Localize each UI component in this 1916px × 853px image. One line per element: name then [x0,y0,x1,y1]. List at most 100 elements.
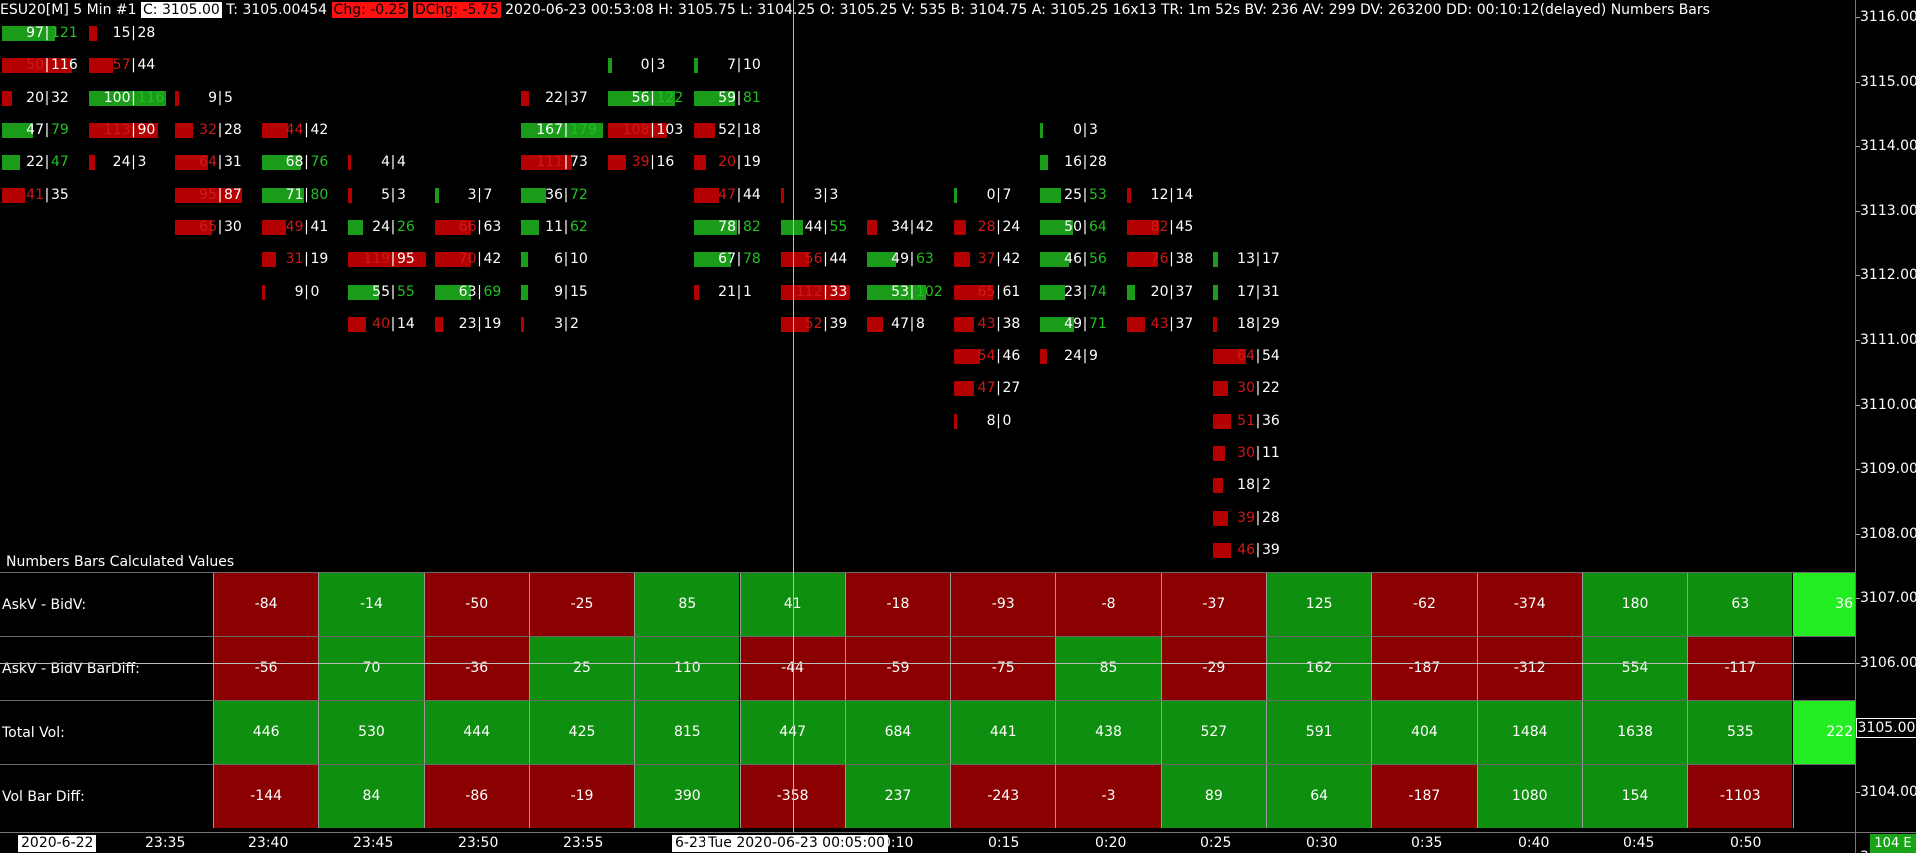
footprint-cell[interactable]: 113 | 90 [88,121,174,139]
footprint-cell[interactable]: 49 | 41 [261,218,347,236]
time-axis[interactable]: 2020-6-22 23:35 23:40 23:45 23:50 23:55 6-23 0:… [0,832,1916,853]
footprint-cell[interactable]: 20 | 19 [694,153,779,171]
footprint-cell[interactable]: 49 | 63 [867,250,952,268]
footprint-cell[interactable]: 57 | 44 [88,56,174,74]
footprint-cell[interactable]: 55 | 55 [348,283,433,301]
footprint-cell[interactable]: 65 | 61 [953,283,1039,301]
footprint-cell[interactable]: 18 | 29 [1213,315,1298,333]
footprint-cell[interactable]: 3 | 3 [780,186,866,204]
footprint-cell[interactable]: 119 | 95 [348,250,433,268]
footprint-cell[interactable]: 43 | 38 [953,315,1039,333]
footprint-cell[interactable]: 22 | 47 [2,153,87,171]
footprint-cell[interactable]: 20 | 32 [2,89,87,107]
footprint-cell[interactable]: 32 | 28 [175,121,260,139]
footprint-cell[interactable]: 0 | 7 [953,186,1039,204]
footprint-cell[interactable]: 47 | 79 [2,121,87,139]
footprint-cell[interactable]: 18 | 2 [1213,476,1298,494]
footprint-cell[interactable]: 76 | 38 [1126,250,1212,268]
footprint-cell[interactable]: 64 | 54 [1213,347,1298,365]
footprint-cell[interactable]: 47 | 44 [694,186,779,204]
footprint-cell[interactable]: 46 | 56 [1040,250,1125,268]
footprint-cell[interactable]: 112 | 33 [780,283,866,301]
footprint-cell[interactable]: 111 | 73 [521,153,606,171]
footprint-cell[interactable]: 22 | 37 [521,89,606,107]
footprint-cell[interactable]: 20 | 37 [1126,283,1212,301]
footprint-cell[interactable]: 3 | 7 [434,186,520,204]
footprint-cell[interactable]: 24 | 3 [88,153,174,171]
footprint-cell[interactable]: 6 | 10 [521,250,606,268]
footprint-cell[interactable]: 15 | 28 [88,24,174,42]
footprint-cell[interactable]: 82 | 45 [1126,218,1212,236]
footprint-cell[interactable]: 9 | 15 [521,283,606,301]
footprint-cell[interactable]: 64 | 31 [175,153,260,171]
footprint-cell[interactable]: 0 | 3 [1040,121,1125,139]
footprint-cell[interactable]: 7 | 10 [694,56,779,74]
price-plot-area[interactable]: 97 | 121 50 | 116 20 | 32 47 | 79 22 | 47 41 | 35 15 | 28 57 |… [0,0,1855,567]
footprint-cell[interactable]: 23 | 74 [1040,283,1125,301]
footprint-cell[interactable]: 39 | 16 [607,153,693,171]
footprint-cell[interactable]: 36 | 72 [521,186,606,204]
study-cell: -18 [844,573,951,636]
footprint-cell[interactable]: 24 | 9 [1040,347,1125,365]
footprint-cell[interactable]: 5 | 3 [348,186,433,204]
footprint-cell[interactable]: 65 | 30 [175,218,260,236]
footprint-cell[interactable]: 41 | 35 [2,186,87,204]
footprint-cell[interactable]: 50 | 116 [2,56,87,74]
footprint-cell[interactable]: 34 | 42 [867,218,952,236]
footprint-cell[interactable]: 9 | 0 [261,283,347,301]
footprint-cell[interactable]: 100 | 116 [88,89,174,107]
footprint-cell[interactable]: 8 | 0 [953,412,1039,430]
footprint-cell[interactable]: 70 | 42 [434,250,520,268]
footprint-cell[interactable]: 24 | 26 [348,218,433,236]
footprint-cell[interactable]: 47 | 8 [867,315,952,333]
footprint-cell[interactable]: 30 | 11 [1213,444,1298,462]
footprint-cell[interactable]: 43 | 37 [1126,315,1212,333]
footprint-cell[interactable]: 44 | 55 [780,218,866,236]
volume-bar [175,155,208,171]
footprint-cell[interactable]: 67 | 78 [694,250,779,268]
footprint-cell[interactable]: 21 | 1 [694,283,779,301]
footprint-cell[interactable]: 16 | 28 [1040,153,1125,171]
footprint-cell[interactable]: 52 | 39 [780,315,866,333]
footprint-cell[interactable]: 30 | 22 [1213,379,1298,397]
footprint-cell[interactable]: 11 | 62 [521,218,606,236]
footprint-cell[interactable]: 17 | 31 [1213,283,1298,301]
footprint-cell[interactable]: 95 | 87 [175,186,260,204]
footprint-cell[interactable]: 63 | 69 [434,283,520,301]
footprint-cell[interactable]: 0 | 3 [607,56,693,74]
symbol-label[interactable]: ESU20[M] [0,2,69,18]
footprint-cell[interactable]: 54 | 46 [953,347,1039,365]
footprint-cell[interactable]: 25 | 53 [1040,186,1125,204]
footprint-cell[interactable]: 167 | 179 [521,121,606,139]
footprint-cell[interactable]: 71 | 80 [261,186,347,204]
footprint-cell[interactable]: 59 | 81 [694,89,779,107]
footprint-cell[interactable]: 46 | 39 [1213,541,1298,559]
footprint-cell[interactable]: 49 | 71 [1040,315,1125,333]
footprint-cell[interactable]: 47 | 27 [953,379,1039,397]
footprint-cell[interactable]: 51 | 36 [1213,412,1298,430]
footprint-cell[interactable]: 44 | 42 [261,121,347,139]
footprint-cell[interactable]: 52 | 18 [694,121,779,139]
footprint-cell[interactable]: 56 | 44 [780,250,866,268]
footprint-cell[interactable]: 13 | 17 [1213,250,1298,268]
footprint-cell[interactable]: 37 | 42 [953,250,1039,268]
footprint-cell[interactable]: 53 | 102 [867,283,952,301]
footprint-cell[interactable]: 66 | 63 [434,218,520,236]
footprint-cell[interactable]: 31 | 19 [261,250,347,268]
footprint-cell[interactable]: 56 | 122 [607,89,693,107]
footprint-cell[interactable]: 108 | 103 [607,121,693,139]
footprint-cell[interactable]: 50 | 64 [1040,218,1125,236]
footprint-cell[interactable]: 9 | 5 [175,89,260,107]
footprint-cell[interactable]: 78 | 82 [694,218,779,236]
footprint-cell[interactable]: 40 | 14 [348,315,433,333]
footprint-cell[interactable]: 39 | 28 [1213,509,1298,527]
footprint-cell[interactable]: 4 | 4 [348,153,433,171]
footprint-cell[interactable]: 12 | 14 [1126,186,1212,204]
footprint-cell[interactable]: 3 | 2 [521,315,606,333]
footprint-cell[interactable]: 23 | 19 [434,315,520,333]
footprint-cell[interactable]: 97 | 121 [2,24,87,42]
footprint-cell[interactable]: 28 | 24 [953,218,1039,236]
footprint-cell[interactable]: 68 | 76 [261,153,347,171]
price-axis[interactable]: 3116.00 3115.00 3114.00 3113.00 3112.00 3111.… [1855,0,1916,853]
interval-label[interactable]: 5 Min [73,2,112,18]
